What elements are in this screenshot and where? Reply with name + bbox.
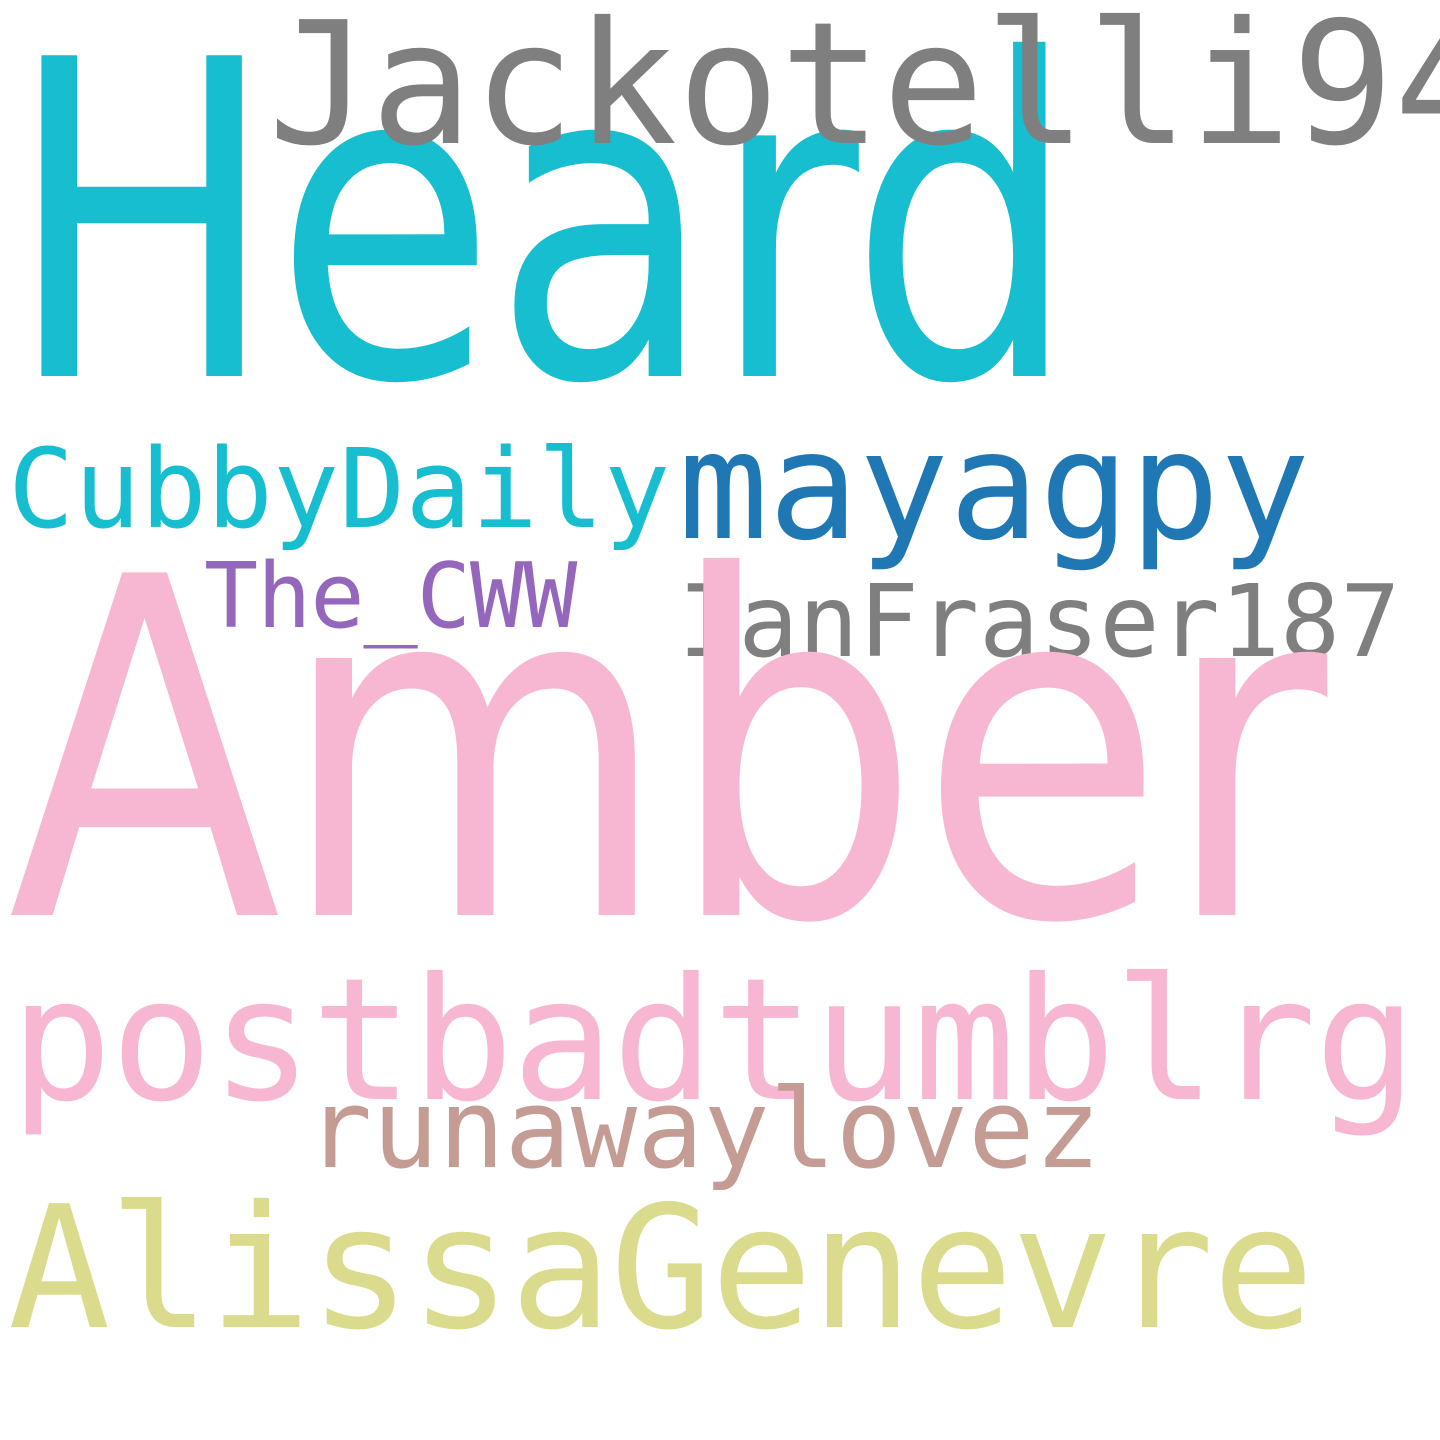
word-mayagpy: mayagpy [678,400,1311,574]
word-heard: Heard [6,0,1078,480]
word-alissagenevre: AlissaGenevre [8,1170,1315,1368]
word-the-cww: The_CWW [204,544,577,649]
word-jackotelli94: Jackotelli94 [268,0,1440,184]
word-cubbydaily: CubbyDaily [8,425,671,553]
word-runawaylovez: runawaylovez [306,1065,1101,1193]
word-amber: Amber [8,479,1327,1026]
word-postbadtumblrg: postbadtumblrg [10,942,1417,1140]
word-ianfraser187: IanFraser187 [678,563,1401,680]
